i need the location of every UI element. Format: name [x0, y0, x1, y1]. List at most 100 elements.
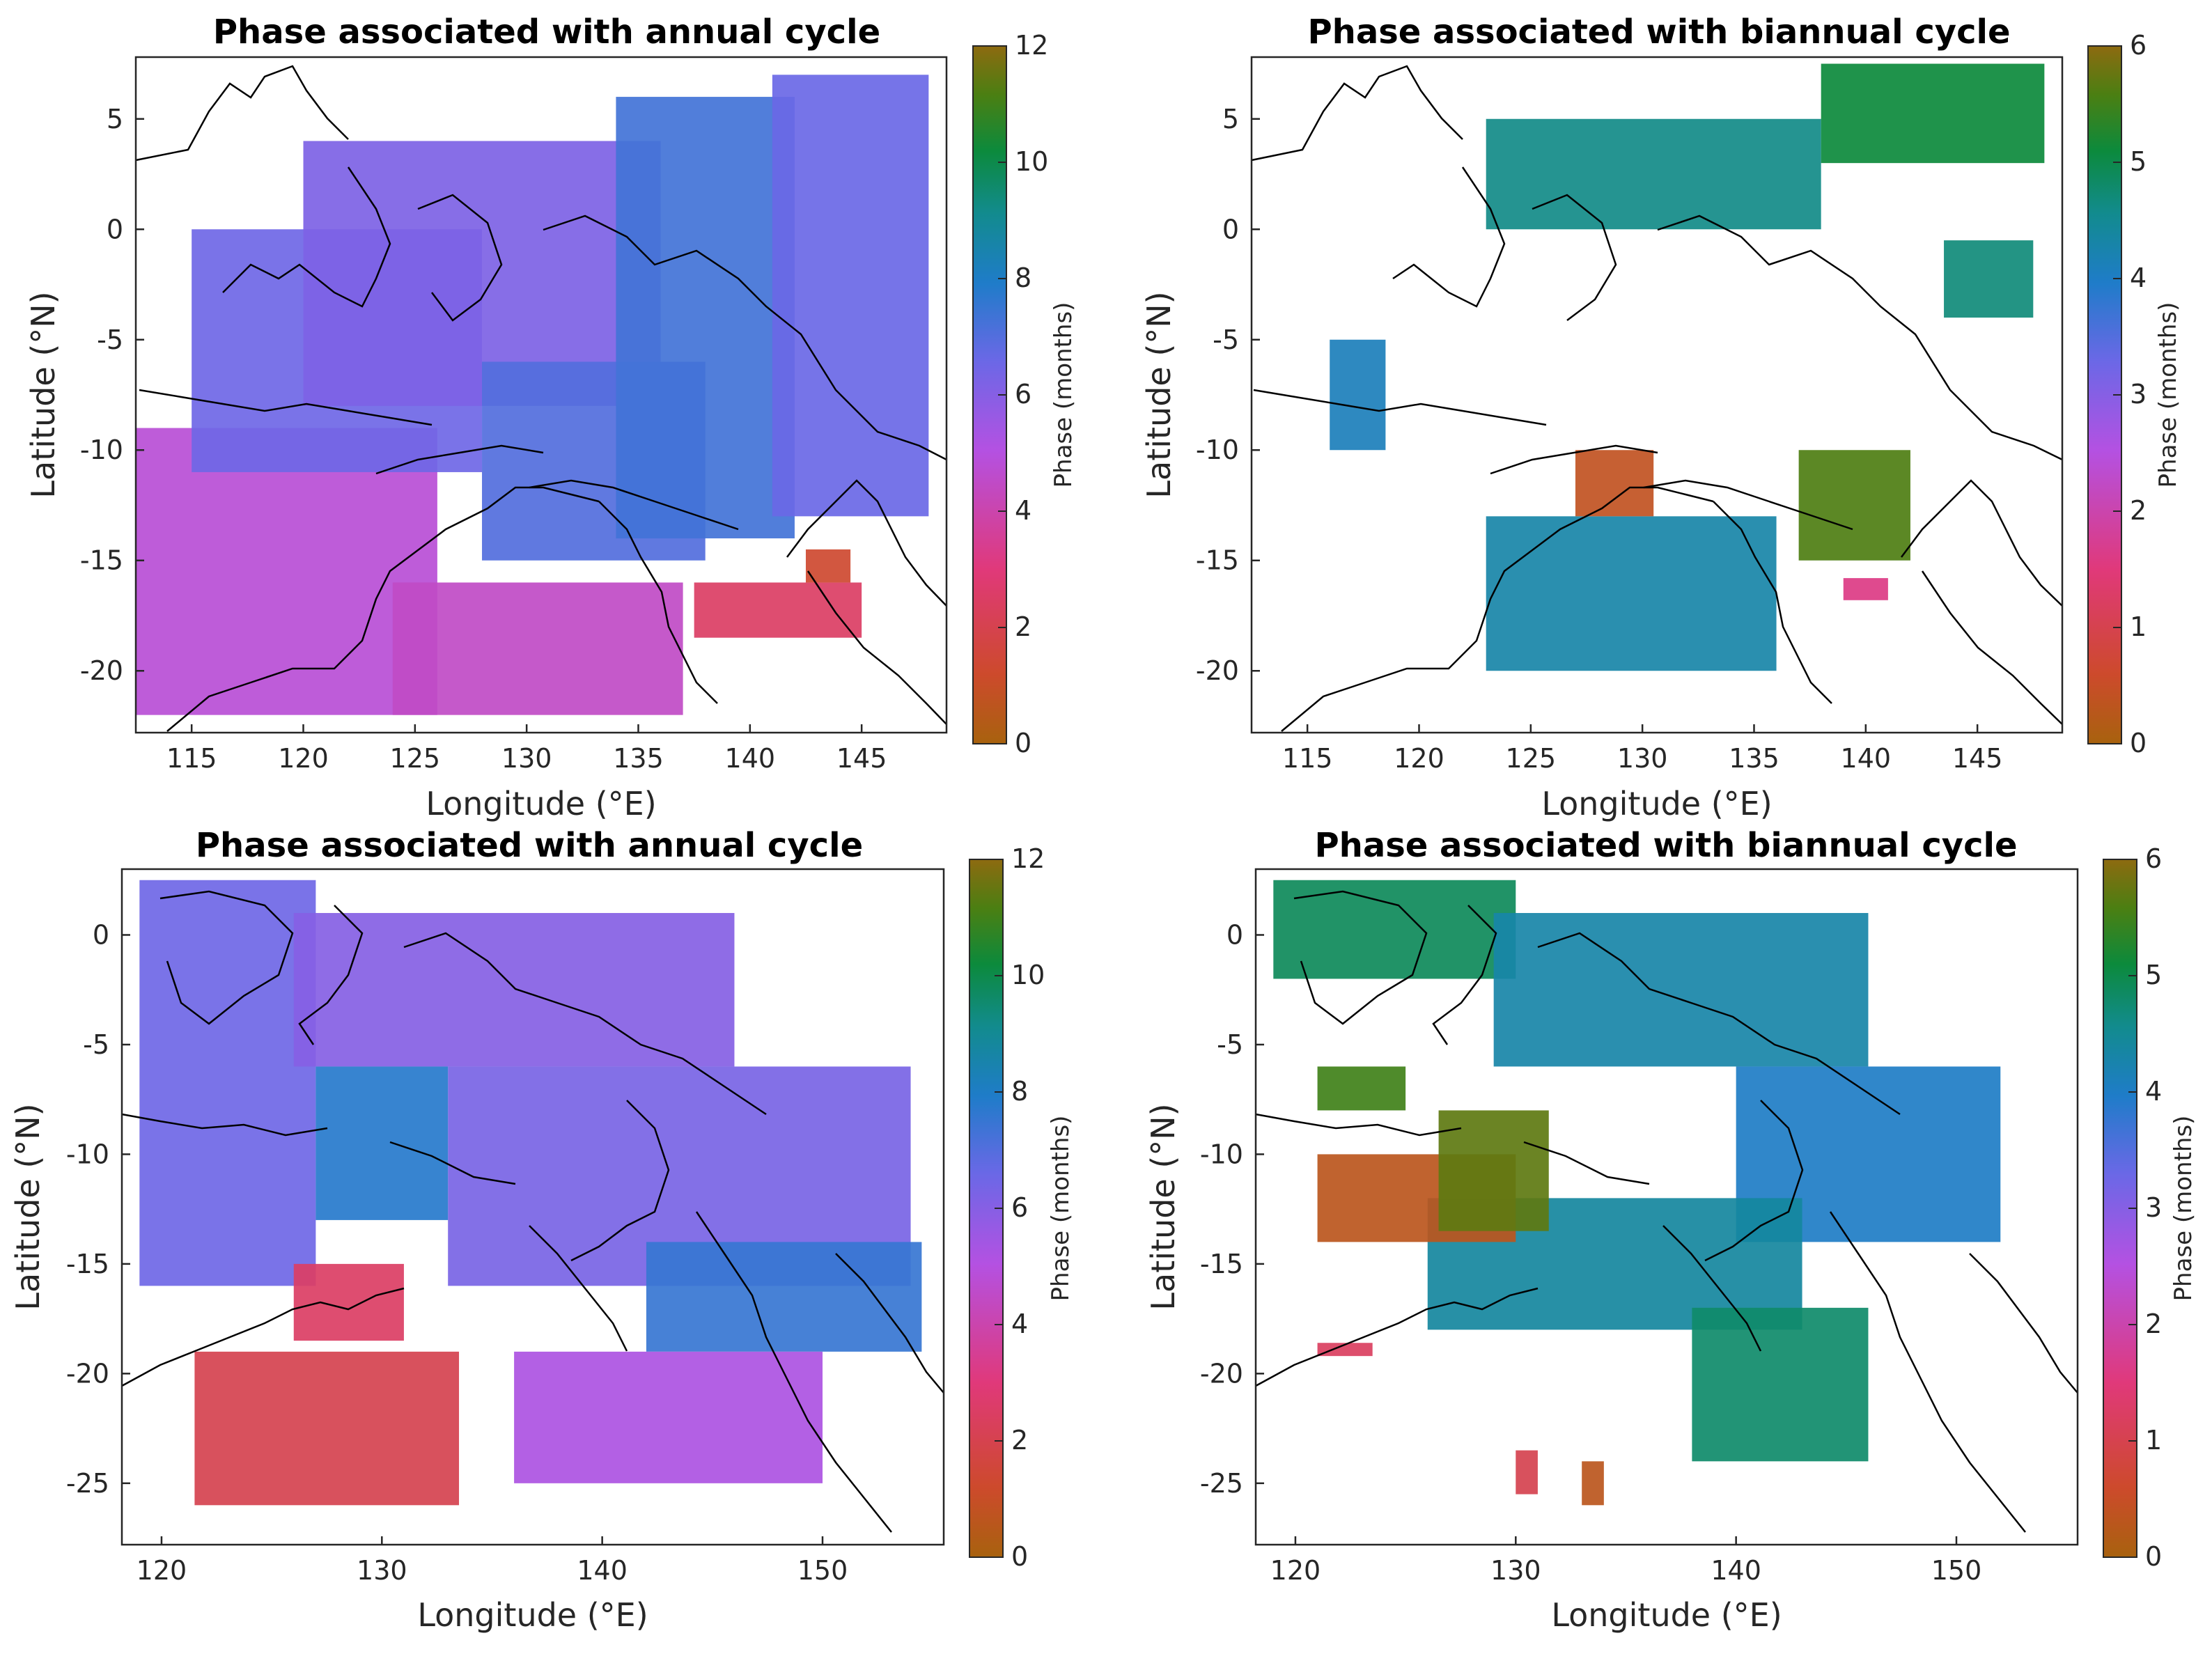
x-tick-label: 140	[725, 743, 776, 774]
x-tick-label: 120	[1270, 1555, 1321, 1586]
phase-region-5	[616, 97, 795, 539]
phase-field	[1330, 63, 2045, 671]
y-tick-label: -5	[97, 325, 123, 355]
phase-region-6	[1843, 578, 1888, 600]
phase-region-7	[694, 582, 862, 638]
coastline-lines	[121, 890, 944, 1533]
phase-region-4	[1798, 450, 1910, 561]
y-tick-label: 0	[107, 214, 123, 244]
x-tick-label: 125	[1506, 743, 1557, 774]
coastline-lines	[1255, 890, 2078, 1533]
panel-annual-1: Phase associated with annual cycle 115 12…	[24, 13, 1077, 822]
colorbar-ticks: 0 2 4 6 8 10 12	[995, 843, 1045, 1572]
y-tick-label: -15	[66, 1249, 109, 1279]
colorbar-ticks: 0 2 4 6 8 10 12	[998, 30, 1048, 758]
x-tick-label: 130	[357, 1555, 407, 1586]
x-axis-label: Longitude (°E)	[426, 785, 656, 822]
x-tick-label: 130	[1617, 743, 1668, 774]
x-tick-label: 115	[166, 743, 217, 774]
panel-biannual-1: Phase associated with biannual cycle 115…	[1140, 13, 2182, 822]
panel-title: Phase associated with biannual cycle	[1307, 13, 2010, 52]
phase-region-7	[293, 1263, 404, 1341]
y-ticks: 5 0 -5 -10 -15 -20	[80, 104, 144, 686]
x-tick-label: 135	[1729, 743, 1779, 774]
y-tick-label: -10	[80, 435, 123, 465]
y-tick-label: -5	[83, 1029, 109, 1060]
phase-region-9	[1516, 1450, 1538, 1495]
y-tick-label: 0	[1226, 919, 1243, 950]
phase-region-2	[1944, 240, 2034, 318]
colorbar-tick-label: 0	[2130, 728, 2147, 758]
y-tick-label: -25	[1200, 1468, 1243, 1499]
y-tick-label: -5	[1213, 325, 1239, 355]
y-ticks: 0 -5 -10 -15 -20 -25	[1200, 919, 1264, 1499]
y-tick-label: -15	[80, 545, 123, 576]
x-ticks: 120 130 140 150	[137, 1536, 848, 1586]
phase-region-8	[805, 549, 851, 583]
colorbar-label: Phase (months)	[2170, 1116, 2197, 1302]
y-tick-label: -5	[1217, 1029, 1243, 1060]
colorbar-tick-label: 0	[1015, 728, 1031, 758]
phase-field	[1273, 880, 2001, 1506]
phase-region-0	[139, 880, 316, 1286]
panel-title: Phase associated with annual cycle	[196, 826, 863, 865]
x-tick-label: 140	[1711, 1555, 1761, 1586]
phase-region-0	[1486, 118, 1821, 230]
colorbar-tick-label: 10	[1015, 146, 1048, 177]
panel-biannual-2: Phase associated with biannual cycle 120…	[1144, 826, 2197, 1634]
y-ticks: 5 0 -5 -10 -15 -20	[1196, 104, 1260, 686]
y-tick-label: -15	[1196, 545, 1239, 576]
phase-region-6	[772, 75, 929, 517]
colorbar-tick-label: 3	[2145, 1192, 2162, 1223]
axes-frame	[1254, 868, 2079, 1546]
colorbar-label: Phase (months)	[2154, 302, 2182, 488]
x-axis-label: Longitude (°E)	[1551, 1596, 1782, 1634]
x-tick-label: 120	[137, 1555, 187, 1586]
panel-title: Phase associated with annual cycle	[213, 13, 880, 52]
colorbar-tick-label: 4	[2130, 263, 2147, 293]
y-tick-label: 5	[1222, 104, 1239, 134]
x-tick-label: 140	[577, 1555, 628, 1586]
phase-region-1	[1493, 912, 1869, 1067]
colorbar-label: Phase (months)	[1050, 302, 1077, 488]
coastline-lines	[135, 65, 947, 732]
coastline-lines	[1251, 65, 2063, 732]
y-tick-label: 5	[107, 104, 123, 134]
panel-annual-2: Phase associated with annual cycle 120 13…	[9, 826, 1075, 1634]
colorbar-tick-label: 2	[1011, 1425, 1028, 1456]
colorbar-tick-label: 4	[2145, 1076, 2162, 1107]
y-tick-label: -15	[1200, 1249, 1243, 1279]
x-tick-label: 115	[1282, 743, 1333, 774]
phase-region-4	[514, 1351, 823, 1483]
x-ticks: 115 120 125 130 135 140 145	[1282, 724, 2002, 774]
axes-frame	[134, 56, 948, 734]
phase-region-7	[1330, 339, 1386, 451]
colorbar-tick-label: 8	[1015, 263, 1031, 293]
y-tick-label: -20	[1196, 655, 1239, 686]
y-tick-label: -10	[1200, 1139, 1243, 1169]
phase-region-7	[1438, 1110, 1549, 1231]
colorbar-tick-label: 8	[1011, 1076, 1028, 1107]
phase-region-6	[1317, 1066, 1406, 1111]
colorbar-tick-label: 6	[2130, 30, 2147, 61]
phase-region-5	[316, 1066, 449, 1220]
x-tick-label: 120	[278, 743, 329, 774]
x-tick-label: 120	[1394, 743, 1444, 774]
colorbar-tick-label: 6	[1011, 1192, 1028, 1223]
colorbar-tick-label: 2	[1015, 611, 1031, 642]
phase-field	[136, 75, 929, 715]
x-tick-label: 150	[1931, 1555, 1982, 1586]
colorbar-tick-label: 4	[1011, 1309, 1028, 1339]
phase-region-0	[1273, 880, 1516, 979]
colorbar-tick-label: 5	[2130, 146, 2147, 177]
phase-region-1	[392, 582, 683, 715]
phase-region-8	[1317, 1343, 1373, 1357]
phase-region-10	[1582, 1461, 1604, 1506]
axes-frame	[1250, 56, 2064, 734]
x-tick-label: 135	[613, 743, 664, 774]
colorbar-ticks: 0 1 2 3 4 5 6	[2113, 30, 2147, 758]
colorbar-tick-label: 12	[1015, 30, 1048, 61]
colorbar-tick-label: 10	[1011, 960, 1045, 990]
colorbar-tick-label: 0	[1011, 1541, 1028, 1572]
